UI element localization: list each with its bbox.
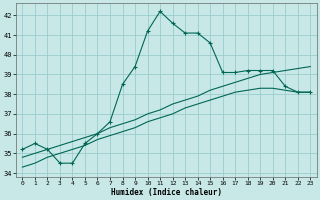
X-axis label: Humidex (Indice chaleur): Humidex (Indice chaleur) bbox=[111, 188, 222, 197]
